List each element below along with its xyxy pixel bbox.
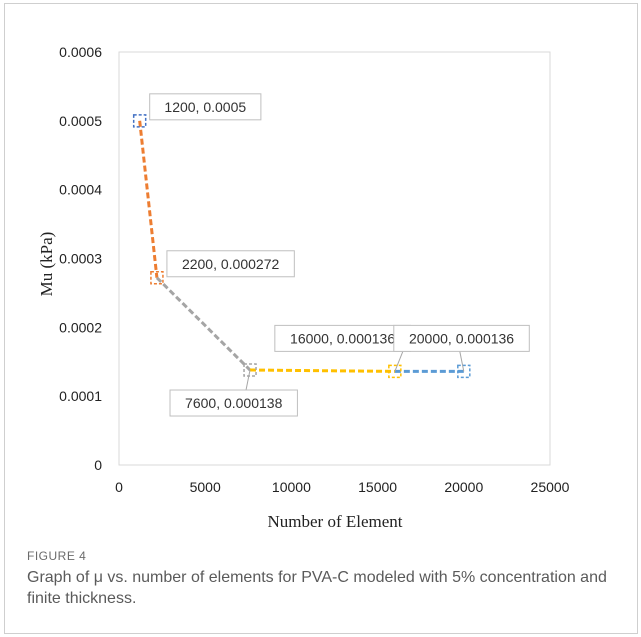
series-segment (250, 368, 395, 373)
y-tick-label: 0.0002 (59, 319, 102, 335)
data-label-text: 2200, 0.000272 (182, 256, 280, 272)
series-markers (132, 114, 471, 379)
data-labels: 1200, 0.0005 2200, 0.000272 7600, 0.000138… (149, 93, 530, 417)
y-tick-label: 0.0004 (59, 182, 102, 198)
data-label: 2200, 0.000272 (166, 250, 295, 278)
series-lines (138, 120, 464, 373)
y-tick-label: 0.0001 (59, 388, 102, 404)
data-label-text: 7600, 0.000138 (185, 395, 283, 411)
data-label-text: 20000, 0.000136 (409, 330, 514, 346)
chart-svg: Number of Element Mu (kPa) 0 0.0001 0.0002… (37, 44, 570, 531)
figure-label: FIGURE 4 (27, 549, 87, 563)
x-tick-label: 20000 (444, 479, 483, 495)
data-label-leader (394, 351, 404, 372)
figure-frame: Number of Element Mu (kPa) 0 0.0001 0.0002… (4, 3, 638, 634)
x-tick-label: 0 (115, 479, 123, 495)
data-point-marker (457, 364, 471, 379)
data-label: 7600, 0.000138 (169, 369, 298, 417)
y-tick-labels: 0 0.0001 0.0002 0.0003 0.0004 0.0005 0.0006 (59, 44, 102, 473)
data-label-box (149, 93, 262, 121)
y-tick-label: 0.0003 (59, 251, 102, 267)
x-axis-title: Number of Element (267, 512, 402, 531)
chart: Number of Element Mu (kPa) 0 0.0001 0.0002… (5, 4, 637, 544)
data-point-marker (388, 364, 402, 379)
data-label-box (166, 250, 295, 278)
x-tick-label: 5000 (190, 479, 221, 495)
x-tick-label: 10000 (272, 479, 311, 495)
data-label-leader (245, 369, 251, 391)
data-label-box (393, 324, 530, 352)
y-tick-label: 0 (94, 457, 102, 473)
data-point-marker (243, 363, 257, 377)
data-label: 16000, 0.000136 (274, 324, 411, 372)
x-tick-label: 25000 (531, 479, 570, 495)
figure-caption-text: Graph of μ vs. number of elements for PV… (27, 569, 607, 607)
figure-caption: FIGURE 4 Graph of μ vs. number of elemen… (27, 549, 617, 609)
data-label: 1200, 0.0005 (149, 93, 262, 121)
data-label-leader (459, 351, 465, 372)
data-label-text: 1200, 0.0005 (164, 99, 246, 115)
x-tick-label: 15000 (358, 479, 397, 495)
data-label-box (274, 324, 411, 352)
series-segment (138, 120, 159, 278)
data-label: 20000, 0.000136 (393, 324, 530, 372)
series-segment (155, 276, 252, 372)
plot-border (118, 51, 551, 466)
y-tick-label: 0.0006 (59, 44, 102, 60)
data-label-box (169, 389, 298, 417)
y-axis-title: Mu (kPa) (37, 232, 56, 297)
data-label-text: 16000, 0.000136 (290, 330, 395, 346)
y-tick-label: 0.0005 (59, 113, 102, 129)
data-point-marker (150, 271, 164, 285)
x-tick-labels: 0 5000 10000 15000 20000 25000 (115, 479, 570, 495)
data-point-marker (132, 114, 147, 128)
